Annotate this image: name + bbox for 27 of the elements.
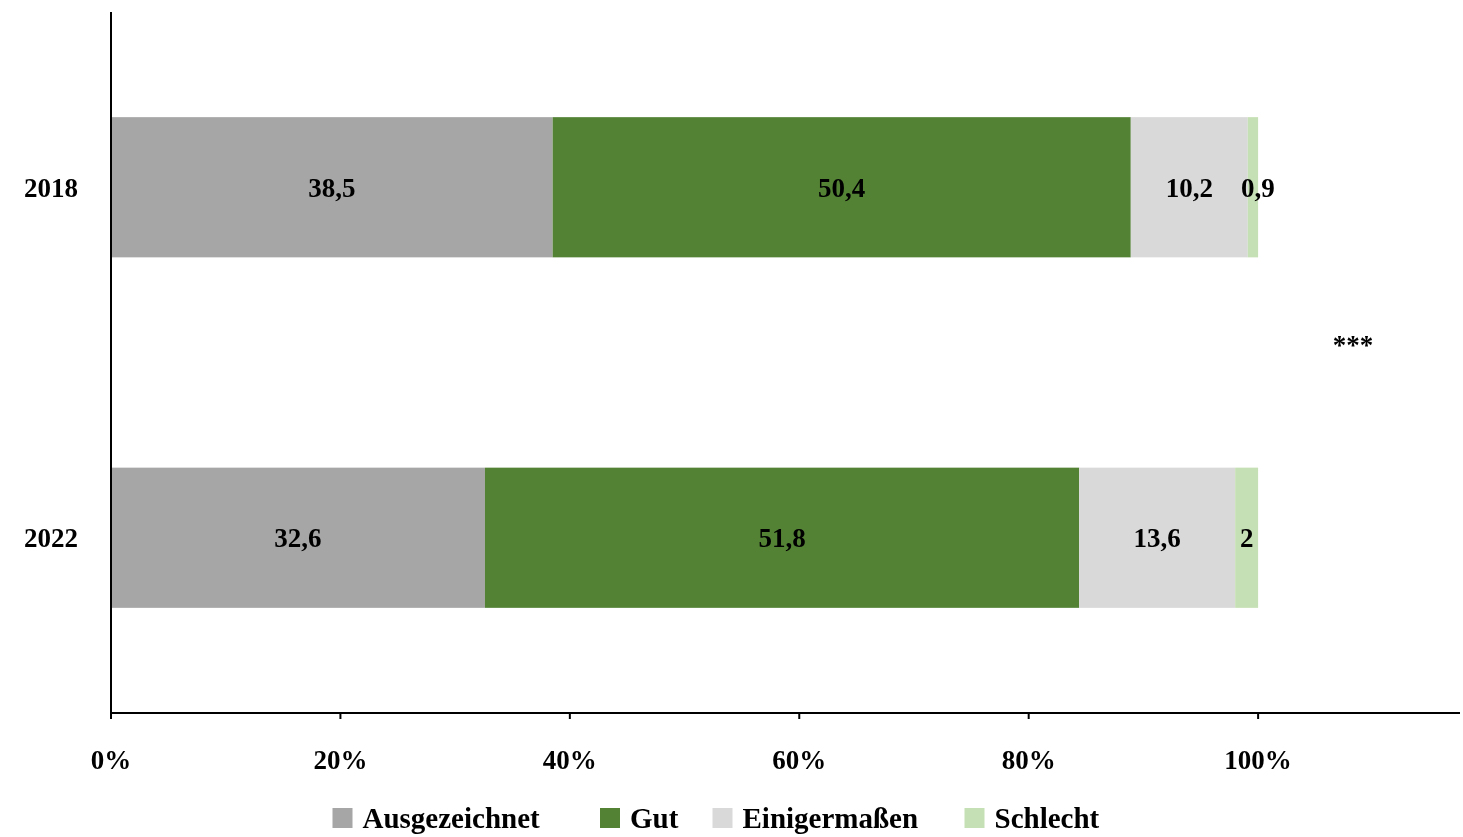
bar: [1079, 467, 1236, 608]
y-tick-label: 2018: [24, 172, 78, 203]
bar: [484, 467, 1080, 608]
x-tick-label: 100%: [1224, 745, 1292, 776]
bar: [111, 117, 553, 258]
data-label: 0,9: [1240, 172, 1275, 203]
data-label: 2: [1239, 523, 1254, 554]
data-label: 38,5: [308, 172, 356, 203]
x-tick-label: 20%: [313, 745, 368, 776]
legend-label: Ausgezeichnet: [362, 802, 541, 835]
data-label: 51,8: [758, 523, 806, 554]
legend-label: Schlecht: [994, 802, 1100, 835]
x-tick-label: 80%: [1001, 745, 1056, 776]
data-label: 10,2: [1165, 172, 1213, 203]
bar: [1235, 467, 1259, 608]
bar: [111, 467, 485, 608]
y-tick-label: 2022: [24, 523, 78, 554]
legend-label: Einigermaßen: [742, 802, 919, 835]
x-tick-label: 40%: [542, 745, 597, 776]
x-tick-label: 60%: [772, 745, 827, 776]
annotation: ***: [1332, 330, 1374, 361]
data-label: 13,6: [1133, 523, 1181, 554]
legend-label: Gut: [630, 802, 679, 835]
bar: [552, 117, 1131, 258]
data-label: 32,6: [274, 523, 322, 554]
data-label: 50,4: [818, 172, 866, 203]
x-tick-label: 0%: [90, 745, 132, 776]
